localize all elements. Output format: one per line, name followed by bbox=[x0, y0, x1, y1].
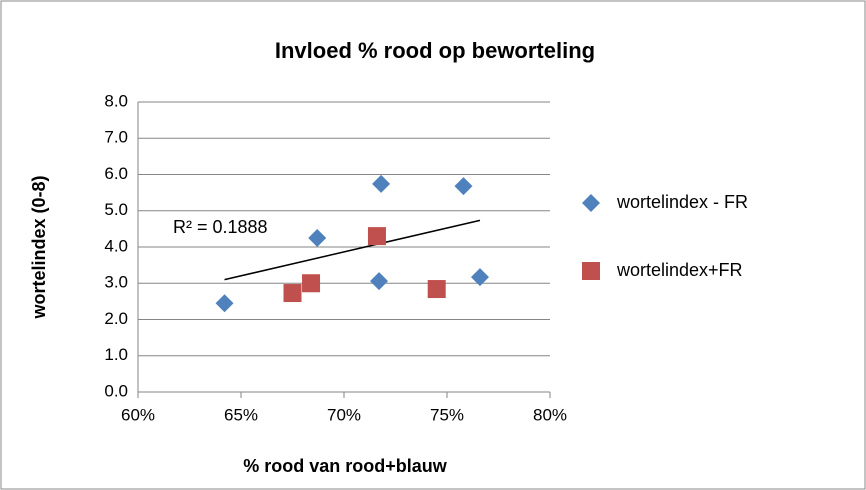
x-tick-label: 75% bbox=[430, 405, 464, 424]
square-marker bbox=[582, 262, 600, 280]
diamond-marker bbox=[308, 228, 327, 247]
y-tick-label: 7.0 bbox=[104, 128, 128, 147]
x-tick-label: 70% bbox=[327, 405, 361, 424]
legend-label: wortelindex+FR bbox=[616, 260, 743, 280]
diamond-marker bbox=[582, 194, 600, 212]
y-tick-label: 1.0 bbox=[104, 345, 128, 364]
x-tick-label: 60% bbox=[121, 405, 155, 424]
square-marker bbox=[427, 280, 446, 299]
diamond-marker bbox=[470, 268, 489, 287]
x-tick-label: 80% bbox=[533, 405, 567, 424]
y-tick-label: 8.0 bbox=[104, 91, 128, 110]
chart-title: Invloed % rood op beworteling bbox=[275, 38, 595, 63]
legend-label: wortelindex - FR bbox=[616, 192, 748, 212]
square-marker bbox=[302, 274, 321, 293]
y-tick-label: 2.0 bbox=[104, 309, 128, 328]
square-marker bbox=[367, 227, 386, 246]
trendline bbox=[224, 219, 481, 281]
diamond-marker bbox=[215, 294, 234, 313]
y-tick-label: 0.0 bbox=[104, 381, 128, 400]
diamond-marker bbox=[454, 177, 473, 196]
square-marker bbox=[283, 284, 302, 303]
x-axis-title: % rood van rood+blauw bbox=[243, 456, 448, 476]
x-tick-label: 65% bbox=[224, 405, 258, 424]
y-tick-label: 3.0 bbox=[104, 273, 128, 292]
y-tick-label: 6.0 bbox=[104, 164, 128, 183]
r-squared-label: R² = 0.1888 bbox=[173, 217, 268, 237]
y-tick-label: 4.0 bbox=[104, 236, 128, 255]
y-axis-title: wortelindex (0-8) bbox=[29, 175, 49, 319]
diamond-marker bbox=[372, 174, 391, 193]
diamond-marker bbox=[370, 272, 389, 291]
y-tick-label: 5.0 bbox=[104, 200, 128, 219]
